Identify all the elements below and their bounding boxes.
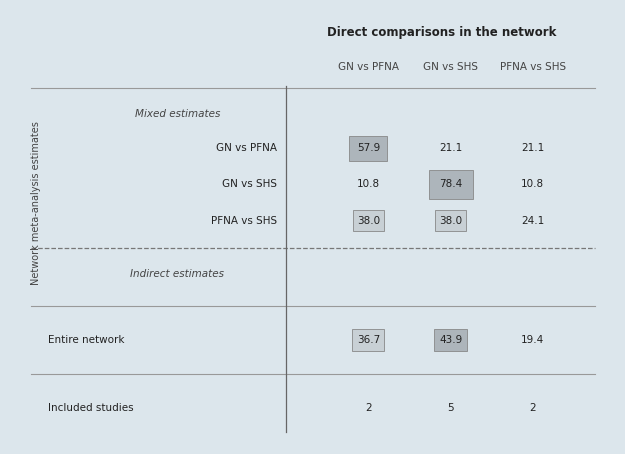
Text: 19.4: 19.4 xyxy=(521,335,544,345)
Text: GN vs PFNA: GN vs PFNA xyxy=(216,143,278,153)
Text: Direct comparisons in the network: Direct comparisons in the network xyxy=(327,26,556,39)
Text: Included studies: Included studies xyxy=(48,403,134,414)
Text: Indirect estimates: Indirect estimates xyxy=(131,269,224,279)
FancyBboxPatch shape xyxy=(349,136,388,161)
Text: GN vs PFNA: GN vs PFNA xyxy=(338,62,399,72)
Text: 78.4: 78.4 xyxy=(439,179,462,189)
Text: 10.8: 10.8 xyxy=(357,179,380,189)
FancyBboxPatch shape xyxy=(352,329,384,351)
Text: 21.1: 21.1 xyxy=(439,143,462,153)
Text: 2: 2 xyxy=(365,403,372,414)
Text: 38.0: 38.0 xyxy=(357,216,380,226)
Text: GN vs SHS: GN vs SHS xyxy=(423,62,478,72)
Text: 5: 5 xyxy=(448,403,454,414)
Text: 21.1: 21.1 xyxy=(521,143,544,153)
Text: 24.1: 24.1 xyxy=(521,216,544,226)
Text: Entire network: Entire network xyxy=(48,335,124,345)
Text: 10.8: 10.8 xyxy=(521,179,544,189)
Text: PFNA vs SHS: PFNA vs SHS xyxy=(211,216,278,226)
Text: Network meta-analysis estimates: Network meta-analysis estimates xyxy=(31,122,41,286)
FancyBboxPatch shape xyxy=(435,211,466,231)
FancyBboxPatch shape xyxy=(353,211,384,231)
Text: 43.9: 43.9 xyxy=(439,335,462,345)
FancyBboxPatch shape xyxy=(429,170,472,199)
FancyBboxPatch shape xyxy=(434,329,467,351)
Text: 57.9: 57.9 xyxy=(357,143,380,153)
Text: GN vs SHS: GN vs SHS xyxy=(222,179,278,189)
Text: PFNA vs SHS: PFNA vs SHS xyxy=(500,62,566,72)
Text: 2: 2 xyxy=(529,403,536,414)
Text: Mixed estimates: Mixed estimates xyxy=(135,109,220,119)
Text: 38.0: 38.0 xyxy=(439,216,462,226)
Text: 36.7: 36.7 xyxy=(357,335,380,345)
